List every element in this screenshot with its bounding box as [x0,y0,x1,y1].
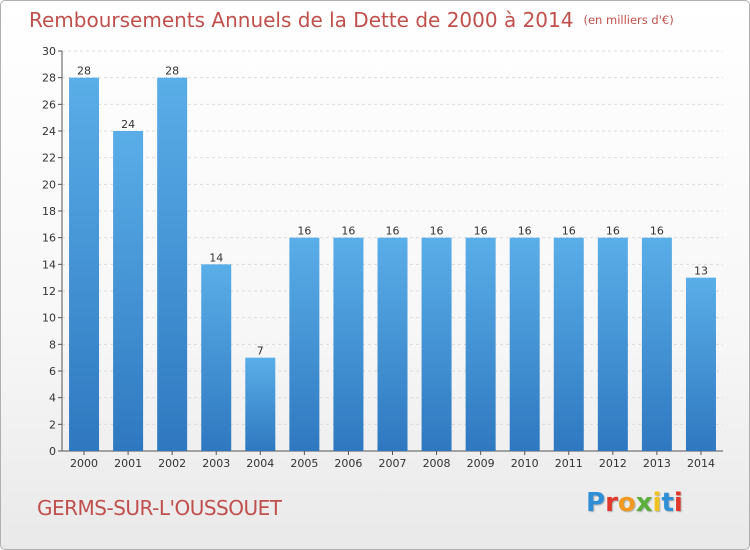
bar-2001 [113,131,144,451]
x-tick-label-2011: 2011 [555,457,583,470]
y-tick-label: 24 [42,125,56,138]
data-label-2013: 16 [650,225,664,238]
bar-2008 [421,237,452,451]
y-tick-label: 8 [49,338,56,351]
bar-2012 [597,237,628,451]
y-tick-label: 0 [49,445,56,458]
x-tick-label-2000: 2000 [70,457,98,470]
bar-2005 [289,237,320,451]
data-label-2005: 16 [297,225,311,238]
bar-2009 [465,237,496,451]
x-tick-label-2014: 2014 [687,457,715,470]
x-tick-label-2012: 2012 [599,457,627,470]
bar-2004 [245,357,276,451]
data-label-2006: 16 [341,225,355,238]
y-tick-label: 30 [42,45,56,58]
data-label-2014: 13 [694,265,708,278]
x-tick-label-2005: 2005 [290,457,318,470]
data-label-2012: 16 [606,225,620,238]
data-label-2003: 14 [209,251,223,264]
y-tick-label: 6 [49,365,56,378]
data-label-2009: 16 [474,225,488,238]
data-label-2002: 28 [165,65,179,78]
proxiti-logo: Proxiti [586,488,683,518]
x-tick-label-2008: 2008 [423,457,451,470]
y-tick-label: 10 [42,312,56,325]
chart-title-text: Remboursements Annuels de la Dette de 20… [29,8,574,32]
bar-2013 [641,237,672,451]
y-tick-label: 18 [42,205,56,218]
x-tick-label-2001: 2001 [114,457,142,470]
bar-2006 [333,237,364,451]
x-tick-label-2003: 2003 [202,457,230,470]
chart-title: Remboursements Annuels de la Dette de 20… [29,8,674,32]
data-label-2010: 16 [518,225,532,238]
data-label-2008: 16 [430,225,444,238]
bar-2011 [553,237,584,451]
x-tick-label-2002: 2002 [158,457,186,470]
x-tick-label-2010: 2010 [511,457,539,470]
y-tick-label: 22 [42,152,56,165]
bar-2002 [157,77,188,452]
y-tick-label: 14 [42,258,56,271]
x-tick-label-2009: 2009 [467,457,495,470]
bar-2014 [685,277,716,451]
y-tick-label: 16 [42,232,56,245]
data-label-2001: 24 [121,118,135,131]
location-label: GERMS-SUR-L'OUSSOUET [37,496,282,520]
y-tick-label: 26 [42,98,56,111]
y-tick-label: 28 [42,72,56,85]
x-tick-label-2007: 2007 [379,457,407,470]
chart-subtitle: (en milliers d'€) [583,13,674,27]
bar-2007 [377,237,408,451]
bar-2003 [201,264,232,451]
x-tick-label-2006: 2006 [334,457,362,470]
data-label-2007: 16 [386,225,400,238]
x-tick-label-2004: 2004 [246,457,274,470]
y-tick-label: 12 [42,285,56,298]
y-tick-label: 4 [49,392,56,405]
bar-2000 [69,77,100,452]
x-tick-label-2013: 2013 [643,457,671,470]
bar-2010 [509,237,540,451]
y-tick-label: 20 [42,178,56,191]
data-label-2004: 7 [257,345,264,358]
data-label-2000: 28 [77,65,91,78]
y-tick-label: 2 [49,418,56,431]
data-label-2011: 16 [562,225,576,238]
